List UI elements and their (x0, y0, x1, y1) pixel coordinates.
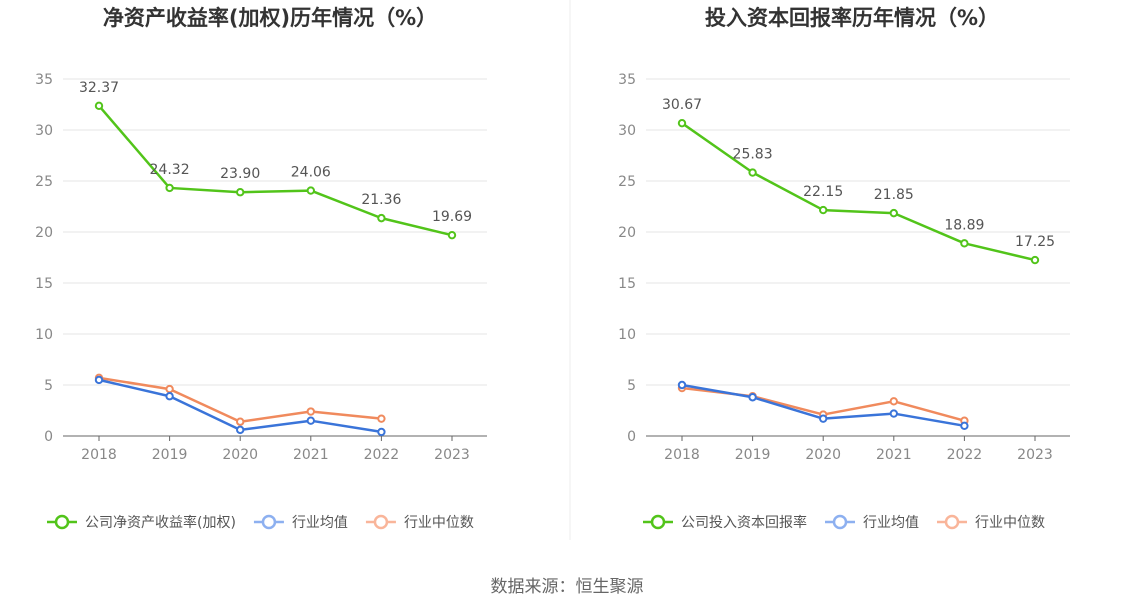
legend-label: 公司净资产收益率(加权) (85, 514, 236, 531)
data-label: 25.83 (733, 147, 773, 163)
y-tick-label: 30 (618, 123, 636, 139)
legend-label: 行业均值 (863, 515, 919, 531)
legend-item-2[interactable]: 行业中位数 (937, 514, 1045, 531)
data-label: 24.06 (291, 165, 331, 181)
x-tick-label: 2019 (735, 447, 771, 463)
legend-label: 行业中位数 (404, 515, 474, 531)
x-tick-label: 2019 (152, 447, 188, 463)
data-label: 18.89 (944, 217, 984, 233)
x-tick-label: 2023 (1017, 447, 1053, 463)
y-tick-label: 35 (35, 72, 53, 88)
x-tick-label: 2020 (805, 447, 841, 463)
y-tick-label: 35 (618, 72, 636, 88)
data-point[interactable] (677, 118, 687, 128)
y-tick-label: 25 (618, 174, 636, 190)
data-point[interactable] (165, 384, 174, 394)
series-line-2 (98, 376, 382, 423)
series-line-0 (681, 122, 1036, 262)
data-point[interactable] (819, 414, 828, 423)
y-tick-label: 20 (35, 225, 53, 241)
x-tick-label: 2023 (434, 447, 470, 463)
data-label: 23.90 (220, 166, 260, 182)
x-tick-label: 2020 (222, 447, 258, 463)
data-point[interactable] (236, 425, 245, 435)
data-label: 24.32 (150, 162, 190, 178)
data-point[interactable] (236, 188, 245, 197)
data-point[interactable] (94, 101, 104, 111)
data-point[interactable] (94, 375, 104, 385)
legend-label: 行业均值 (292, 515, 348, 531)
roic-chart-panel: 投入资本回报率历年情况（%） 0 5 10 15 20 25 30 35 2018 2019 2020… (618, 6, 1070, 531)
legend-marker-icon (650, 514, 666, 530)
x-tick-label: 2021 (293, 447, 329, 463)
series-line-0 (98, 105, 453, 237)
legend-label: 行业中位数 (975, 515, 1045, 531)
y-tick-label: 0 (627, 429, 636, 445)
data-point[interactable] (889, 208, 898, 218)
y-tick-label: 10 (618, 327, 636, 343)
data-point[interactable] (1030, 255, 1040, 265)
chart-title: 净资产收益率(加权)历年情况（%） (103, 6, 437, 30)
data-point[interactable] (447, 230, 457, 240)
y-tick-label: 20 (618, 225, 636, 241)
data-point[interactable] (236, 417, 245, 426)
data-point[interactable] (377, 414, 386, 423)
y-tick-label: 30 (35, 123, 53, 139)
data-label: 32.37 (79, 80, 119, 96)
data-point[interactable] (165, 392, 174, 401)
data-point[interactable] (306, 416, 315, 425)
data-label: 19.69 (432, 209, 472, 225)
data-point[interactable] (960, 421, 969, 430)
y-tick-label: 5 (44, 378, 53, 394)
data-point[interactable] (748, 393, 757, 402)
data-point[interactable] (677, 380, 687, 390)
legend-item-0[interactable]: 公司净资产收益率(加权) (47, 514, 236, 531)
y-tick-label: 5 (627, 378, 636, 394)
data-source-note: 数据来源：恒生聚源 (491, 577, 644, 597)
data-label: 21.36 (361, 192, 401, 208)
roe-chart-panel: 净资产收益率(加权)历年情况（%） 0 5 10 15 20 25 30 35 2018 2019 2… (35, 6, 487, 531)
data-point[interactable] (889, 409, 898, 418)
x-tick-label: 2022 (364, 447, 400, 463)
data-point[interactable] (377, 213, 386, 223)
legend-marker-icon (373, 514, 389, 530)
legend-item-0[interactable]: 公司投入资本回报率 (643, 514, 807, 531)
data-point[interactable] (377, 427, 386, 437)
legend-marker-icon (944, 514, 960, 530)
x-tick-label: 2022 (947, 447, 983, 463)
data-point[interactable] (306, 186, 315, 195)
data-point[interactable] (165, 183, 174, 193)
data-label: 21.85 (874, 187, 914, 203)
legend-item-1[interactable]: 行业均值 (253, 514, 348, 531)
y-tick-label: 10 (35, 327, 53, 343)
legend-label: 公司投入资本回报率 (681, 514, 807, 531)
data-point[interactable] (819, 205, 828, 215)
y-tick-label: 15 (618, 276, 636, 292)
y-tick-label: 25 (35, 174, 53, 190)
legend-marker-icon (832, 514, 848, 530)
y-tick-label: 0 (44, 429, 53, 445)
x-tick-label: 2018 (664, 447, 700, 463)
y-tick-label: 15 (35, 276, 53, 292)
chart-title: 投入资本回报率历年情况（%） (705, 6, 999, 30)
legend-marker-icon (261, 514, 277, 530)
x-tick-label: 2018 (81, 447, 117, 463)
x-tick-label: 2021 (876, 447, 912, 463)
data-point[interactable] (889, 397, 898, 406)
legend-item-1[interactable]: 行业均值 (825, 514, 919, 531)
data-label: 30.67 (662, 97, 702, 113)
data-point[interactable] (960, 239, 969, 248)
legend-marker-icon (54, 514, 70, 530)
legend-item-2[interactable]: 行业中位数 (365, 514, 474, 531)
data-label: 22.15 (803, 184, 843, 200)
data-label: 17.25 (1015, 234, 1055, 250)
data-point[interactable] (748, 168, 757, 177)
data-point[interactable] (306, 407, 315, 416)
